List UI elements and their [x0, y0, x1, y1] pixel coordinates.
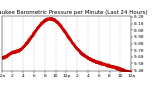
Title: Milwaukee Barometric Pressure per Minute (Last 24 Hours): Milwaukee Barometric Pressure per Minute… [0, 10, 147, 15]
